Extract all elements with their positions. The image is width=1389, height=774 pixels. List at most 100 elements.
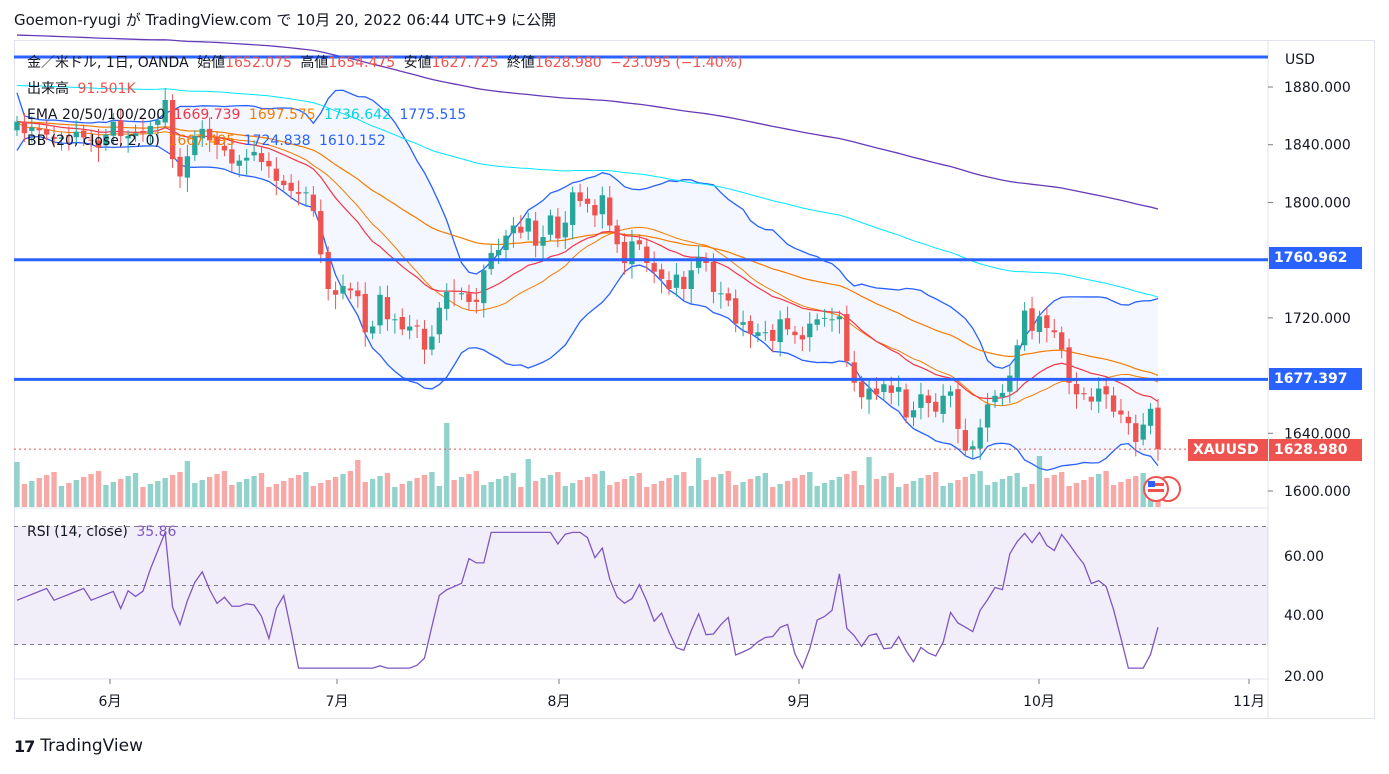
rsi-line [16,531,1159,670]
candle-body [821,317,828,319]
volume-bar [429,472,435,507]
rsi-legend[interactable]: RSI (14, close) 35.86 [27,523,180,541]
candle-body [325,252,331,289]
rsi-tick-label: 60.00 [1284,549,1324,565]
candle-body [710,261,717,292]
volume-bar [399,484,405,507]
volume-bar [614,482,620,507]
candle-body [629,241,635,265]
volume-bar [970,474,976,507]
month-label: 9月 [788,694,811,710]
candle-body [369,326,376,334]
candle-body [184,156,191,178]
candle-body [229,149,235,164]
candle-body [1007,375,1013,392]
volume-bar [458,477,465,507]
candle-body [688,270,694,289]
volume-bar [369,479,376,507]
ema-legend[interactable]: EMA 20/50/100/200 1669.739 1697.575 1736… [27,106,470,124]
candle-body [132,133,139,137]
month-label: 7月 [326,694,349,710]
volume-bar [1029,484,1035,507]
volume-bar [896,487,902,507]
volume-bar [584,477,591,507]
volume-legend[interactable]: 出来高 91.501K [27,80,140,98]
volume-bar [466,474,472,507]
volume-bar [88,474,94,507]
candle-body [73,131,79,138]
volume-bar [258,473,265,507]
volume-bar [1096,474,1102,507]
volume-bar [1051,475,1057,507]
candle-body [125,136,131,139]
candle-body [962,430,969,451]
candle-body [770,329,776,341]
candle-body [525,218,531,232]
candle-body [814,319,820,325]
candle-body [199,128,205,139]
flag-stripe [1148,489,1164,492]
candle-body [273,168,279,181]
candle-body [555,216,561,239]
volume-bar [651,484,657,507]
volume-bar [43,475,50,507]
volume-bar [288,478,294,507]
volume-bar [384,473,391,507]
volume-bar [807,472,813,507]
volume-bar [177,472,183,507]
volume-bar [1066,486,1072,507]
volume-bar [644,487,650,507]
candle-body [1110,395,1117,412]
volume-bar [414,478,420,507]
candle-body [977,427,983,449]
footer[interactable]: 17 TradingView [14,736,143,756]
candle-body [103,134,109,146]
volume-bar [1110,485,1117,507]
volume-bar [221,471,228,507]
volume-bar [1021,487,1028,507]
volume-bar [918,478,924,507]
volume-bar [910,481,917,507]
volume-bar [829,480,835,507]
legend-high: 1654.475 [328,55,396,71]
candle-body [473,299,480,302]
volume-bar [362,482,368,507]
month-label: 8月 [548,694,571,710]
volume-bar [244,479,250,507]
candle-body [881,384,887,393]
volume-bar [792,478,798,507]
candle-body [599,195,605,215]
volume-label: 出来高 [27,81,69,97]
volume-bar [570,483,576,507]
candle-body [1044,315,1050,328]
volume-bar [21,484,28,507]
ema100-value: 1736.642 [324,107,391,123]
candle-body [429,336,435,350]
footer-brand: TradingView [40,736,143,756]
candle-body [984,404,991,428]
candle-body [1051,330,1057,333]
lower-level-badge: 1677.397 [1269,368,1362,390]
volume-bar [1133,476,1139,507]
symbol-badge[interactable]: XAUUSD [1188,439,1268,461]
ema20-value: 1669.739 [173,107,241,123]
candle-body [1096,388,1102,402]
price-tick-label: 1880.000 [1284,80,1351,96]
legend-open: 1652.075 [225,55,292,71]
upper-level-badge: 1760.962 [1269,247,1362,269]
bb-legend[interactable]: BB (20, close, 2, 0) 1667.495 1724.838 1… [27,132,390,150]
volume-bar [532,481,539,507]
volume-bar [495,479,502,507]
rsi-tick-label: 20.00 [1284,669,1324,685]
volume-bar [703,480,709,507]
volume-bar [814,486,820,507]
volume-bar [214,474,220,507]
volume-bar [844,474,850,507]
volume-bar [125,476,131,507]
bb-upper-value: 1724.838 [243,133,311,149]
volume-bar [977,471,983,507]
volume-bar [777,484,783,507]
volume-bar [407,481,413,507]
volume-bar [29,481,35,507]
